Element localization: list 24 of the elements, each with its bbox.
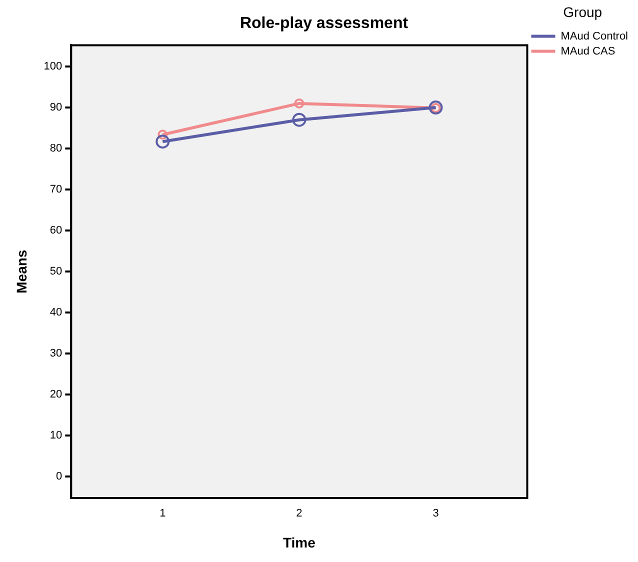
legend-label: MAud Control: [560, 30, 628, 42]
x-tick-label: 3: [432, 508, 439, 520]
y-axis-title: Means: [13, 250, 30, 294]
y-tick-label: 30: [50, 348, 62, 360]
y-tick-label: 70: [50, 184, 62, 196]
y-tick-label: 100: [44, 60, 62, 73]
y-tick-label: 0: [56, 470, 62, 483]
legend-title: Group: [563, 4, 602, 20]
x-tick-label: 2: [296, 508, 302, 520]
x-tick-label: 1: [160, 508, 166, 520]
y-tick-label: 60: [50, 224, 62, 237]
y-tick-label: 90: [50, 102, 62, 114]
x-axis-title: Time: [282, 534, 316, 550]
y-tick-label: 80: [50, 142, 62, 155]
point: [294, 98, 304, 108]
chart-title: Role-play assessment: [240, 15, 409, 32]
y-tick-label: 50: [50, 266, 62, 278]
point: [158, 130, 168, 140]
point: [292, 112, 306, 127]
y-tick-label: 40: [50, 306, 62, 319]
y-tick-label: 10: [50, 430, 62, 442]
point: [156, 134, 170, 149]
legend-label: MAud CAS: [560, 45, 616, 58]
y-tick-label: 20: [50, 388, 62, 401]
